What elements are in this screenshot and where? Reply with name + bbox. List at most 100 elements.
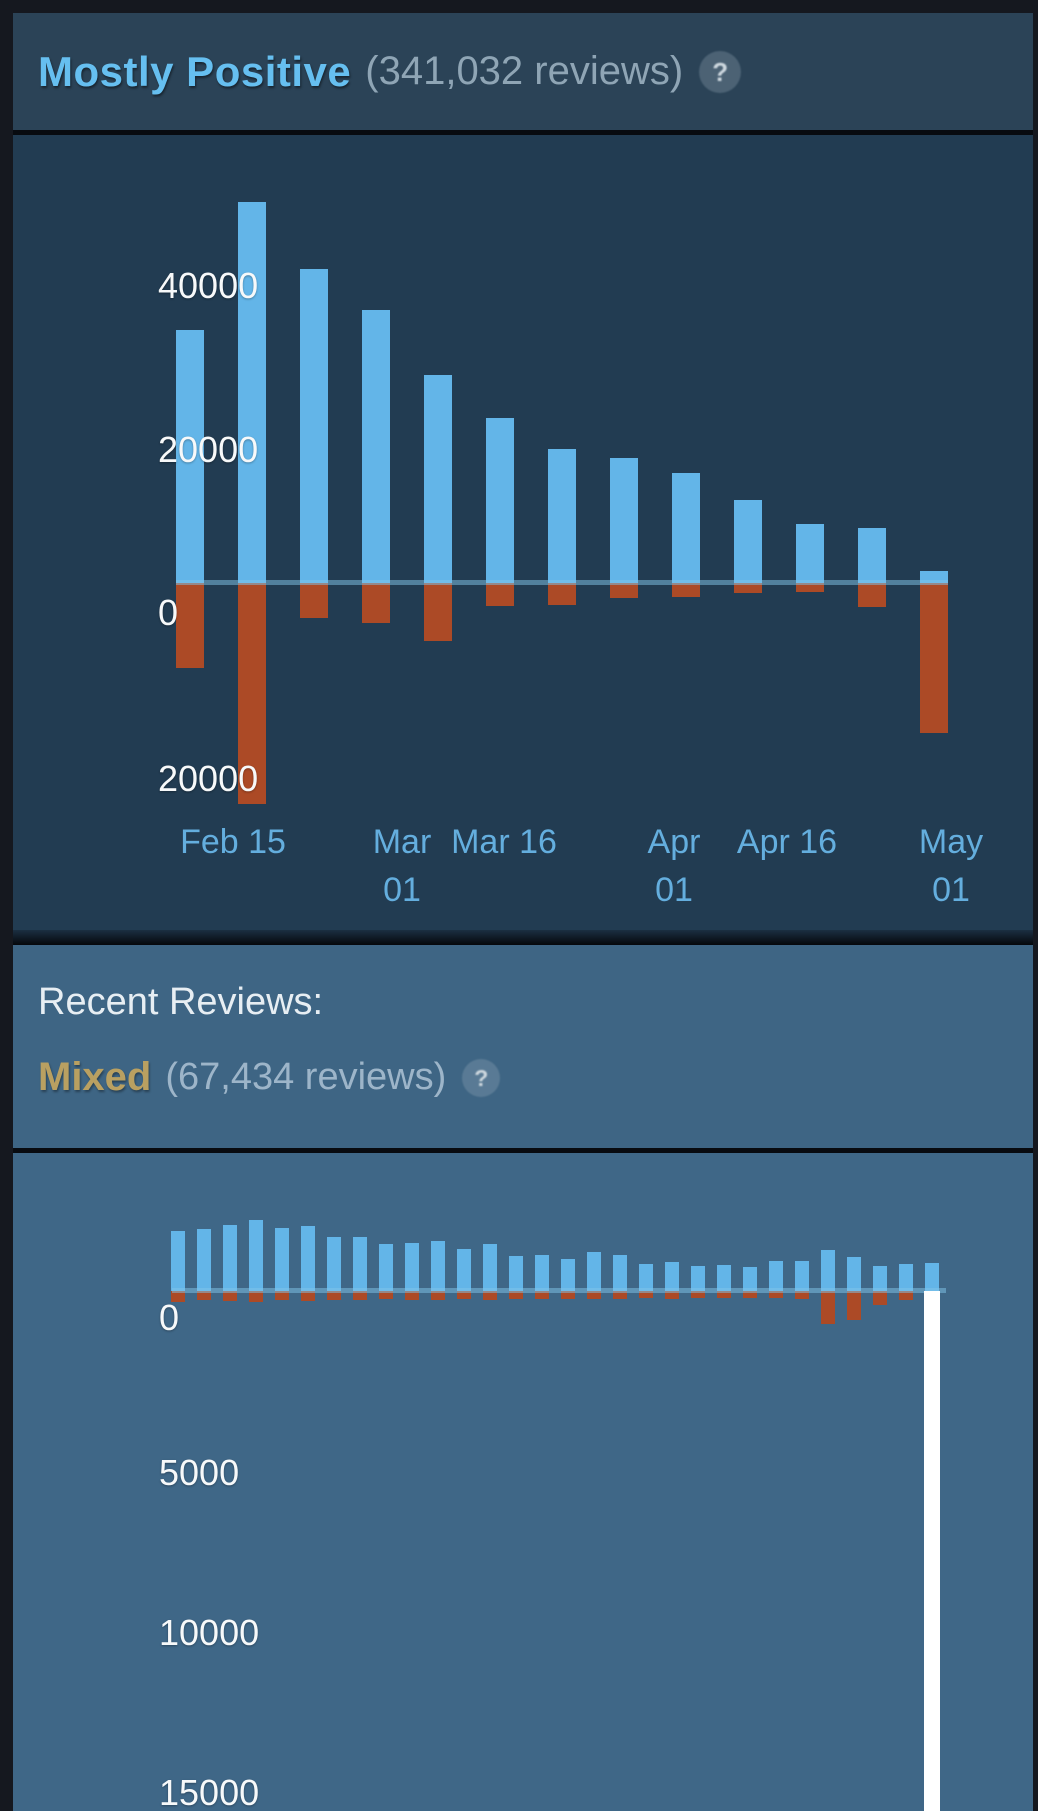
positive-bar[interactable] <box>672 473 700 583</box>
negative-bar[interactable] <box>691 1291 705 1298</box>
help-icon[interactable]: ? <box>699 50 742 93</box>
negative-bar[interactable] <box>301 1291 315 1301</box>
negative-bar[interactable] <box>561 1291 575 1299</box>
positive-bar[interactable] <box>431 1241 445 1291</box>
positive-bar[interactable] <box>379 1244 393 1291</box>
y-axis-tick-label: 5000 <box>159 1452 240 1493</box>
negative-bar[interactable] <box>920 583 948 733</box>
negative-bar[interactable] <box>424 583 452 641</box>
negative-bar[interactable] <box>587 1291 601 1299</box>
negative-bar[interactable] <box>743 1291 757 1298</box>
negative-bar[interactable] <box>665 1291 679 1299</box>
overall-summary-text: Mostly Positive <box>38 47 352 95</box>
recent-reviews-label: Recent Reviews: <box>38 981 324 1023</box>
negative-bar[interactable] <box>535 1291 549 1299</box>
negative-bar[interactable] <box>362 583 390 623</box>
x-axis-tick-label: Mar 16 <box>451 823 557 861</box>
positive-bar[interactable] <box>171 1231 185 1291</box>
negative-bar[interactable] <box>548 583 576 605</box>
negative-bar[interactable] <box>171 1291 185 1302</box>
positive-bar[interactable] <box>734 500 762 583</box>
x-axis-tick-label: Mar 01 <box>372 823 432 909</box>
negative-bar[interactable] <box>327 1291 341 1300</box>
negative-bar[interactable] <box>639 1291 653 1298</box>
positive-bar[interactable] <box>486 418 514 583</box>
positive-bar[interactable] <box>197 1229 211 1291</box>
positive-bar[interactable] <box>847 1257 861 1291</box>
positive-bar[interactable] <box>424 375 452 583</box>
negative-bar[interactable] <box>249 1291 263 1302</box>
recent-histogram-chart[interactable]: 0 5000 10000 15000 <box>13 1153 1033 1811</box>
positive-bar[interactable] <box>795 1261 809 1291</box>
negative-bar[interactable] <box>734 583 762 593</box>
negative-bar[interactable] <box>613 1291 627 1299</box>
positive-bar[interactable] <box>535 1255 549 1291</box>
negative-bar[interactable] <box>197 1291 211 1300</box>
positive-bar[interactable] <box>610 458 638 583</box>
positive-bar[interactable] <box>548 449 576 583</box>
negative-bar[interactable] <box>769 1291 783 1298</box>
separator <box>13 130 1033 135</box>
negative-bar[interactable] <box>821 1291 835 1324</box>
negative-bar[interactable] <box>795 1291 809 1299</box>
negative-bar[interactable] <box>873 1291 887 1305</box>
y-axis-tick-label: 0 <box>158 592 179 633</box>
negative-bar[interactable] <box>796 583 824 592</box>
positive-bar[interactable] <box>405 1243 419 1291</box>
positive-bar[interactable] <box>821 1250 835 1291</box>
positive-bar[interactable] <box>249 1220 263 1291</box>
negative-bar[interactable] <box>899 1291 913 1300</box>
positive-bar[interactable] <box>639 1264 653 1291</box>
positive-bar[interactable] <box>275 1228 289 1291</box>
negative-bar[interactable] <box>858 583 886 607</box>
overall-summary-header: Mostly Positive (341,032 reviews) ? <box>13 13 1033 130</box>
highlighted-bar[interactable] <box>924 1291 940 1811</box>
positive-bar[interactable] <box>300 269 328 583</box>
positive-bar[interactable] <box>796 524 824 583</box>
positive-bar[interactable] <box>743 1267 757 1291</box>
negative-bar[interactable] <box>717 1291 731 1298</box>
x-axis-tick-label: Feb 15 <box>180 823 286 861</box>
negative-bar[interactable] <box>223 1291 237 1301</box>
positive-bar[interactable] <box>665 1262 679 1291</box>
positive-bar[interactable] <box>769 1261 783 1291</box>
positive-bar[interactable] <box>353 1237 367 1291</box>
positive-bar[interactable] <box>238 202 266 583</box>
x-axis-tick-label: Apr 01 <box>647 823 701 909</box>
positive-bar[interactable] <box>613 1255 627 1291</box>
positive-bar[interactable] <box>691 1266 705 1291</box>
negative-bar[interactable] <box>483 1291 497 1300</box>
negative-bar[interactable] <box>457 1291 471 1299</box>
positive-bar[interactable] <box>587 1252 601 1291</box>
positive-bar[interactable] <box>223 1225 237 1291</box>
negative-bar[interactable] <box>300 583 328 618</box>
negative-bar[interactable] <box>379 1291 393 1299</box>
positive-bar[interactable] <box>509 1256 523 1291</box>
positive-bar[interactable] <box>858 528 886 583</box>
overall-histogram-chart[interactable]: 40000 20000 0 20000 Feb 15 Mar 01 Mar 16 Apr 01… <box>13 135 1033 930</box>
negative-bar[interactable] <box>610 583 638 598</box>
positive-bar[interactable] <box>925 1263 939 1291</box>
negative-bar[interactable] <box>672 583 700 597</box>
negative-bar[interactable] <box>176 583 204 668</box>
negative-bar[interactable] <box>486 583 514 606</box>
negative-bar[interactable] <box>405 1291 419 1300</box>
positive-bar[interactable] <box>301 1226 315 1291</box>
negative-bar[interactable] <box>353 1291 367 1300</box>
x-axis-tick-label: Apr 16 <box>736 823 838 861</box>
positive-bar[interactable] <box>176 330 204 583</box>
negative-bar[interactable] <box>509 1291 523 1299</box>
negative-bar[interactable] <box>275 1291 289 1300</box>
positive-bar[interactable] <box>717 1265 731 1291</box>
positive-bar[interactable] <box>327 1237 341 1291</box>
positive-bar[interactable] <box>561 1259 575 1291</box>
positive-bar[interactable] <box>483 1244 497 1291</box>
positive-bar[interactable] <box>899 1264 913 1291</box>
negative-bar[interactable] <box>238 583 266 804</box>
positive-bar[interactable] <box>873 1266 887 1291</box>
help-icon[interactable]: ? <box>462 1058 501 1097</box>
negative-bar[interactable] <box>847 1291 861 1320</box>
positive-bar[interactable] <box>457 1249 471 1291</box>
positive-bar[interactable] <box>362 310 390 583</box>
negative-bar[interactable] <box>431 1291 445 1300</box>
